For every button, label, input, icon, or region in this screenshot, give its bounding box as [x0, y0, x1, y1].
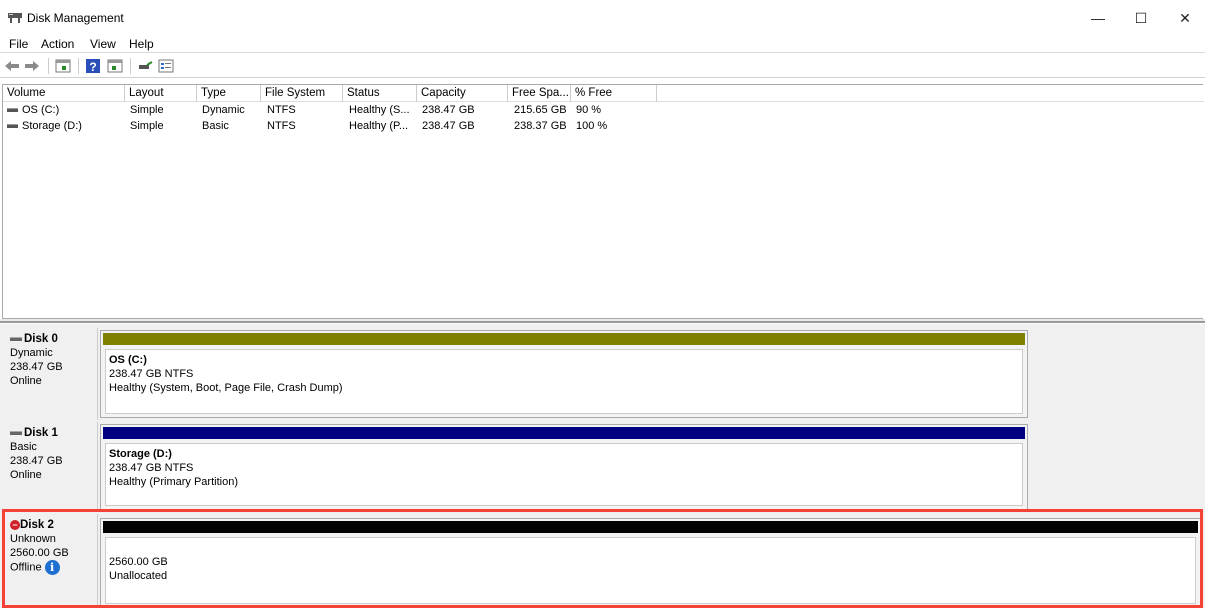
disk-1-label[interactable]: Disk 1 Basic 238.47 GB Online [4, 422, 98, 510]
column-header-status[interactable]: Status [343, 85, 417, 102]
svg-text:?: ? [89, 60, 96, 74]
pane-splitter[interactable] [0, 319, 1205, 323]
table-row[interactable]: OS (C:) Simple Dynamic NTFS Healthy (S..… [3, 104, 663, 120]
status-cell: Healthy (S... [349, 104, 410, 116]
disk-name: Disk 1 [24, 427, 58, 439]
window-title: Disk Management [27, 11, 124, 25]
disk-name: Disk 2 [20, 519, 54, 531]
status-cell: Healthy (P... [349, 120, 409, 132]
toolbar-separator [130, 58, 131, 74]
disk-type: Dynamic [10, 347, 53, 359]
toolbar-separator [48, 58, 49, 74]
partition-color-bar [103, 427, 1025, 439]
layout-cell: Simple [130, 104, 164, 116]
partition-size: 2560.00 GB [109, 556, 168, 568]
disk-management-icon [8, 13, 22, 23]
menu-action[interactable]: Action [41, 37, 75, 51]
volume-list: Volume Layout Type File System Status Ca… [2, 84, 1204, 319]
disk-name: Disk 0 [24, 333, 58, 345]
disk-status: Online [10, 375, 42, 387]
menu-bar: File Action View Help [0, 35, 1205, 53]
disk-size: 238.47 GB [10, 361, 63, 373]
capacity-cell: 238.47 GB [422, 120, 475, 132]
layout-cell: Simple [130, 120, 164, 132]
volume-icon [7, 124, 18, 129]
percent-free-cell: 90 % [576, 104, 602, 116]
column-header-volume[interactable]: Volume [3, 85, 125, 102]
forward-icon[interactable] [24, 58, 40, 74]
column-header-percent-free[interactable]: % Free [571, 85, 657, 102]
free-space-cell: 215.65 GB [514, 104, 567, 116]
partition-size: 238.47 GB NTFS [109, 368, 194, 380]
percent-free-cell: 100 % [576, 120, 608, 132]
volume-name: Storage (D:) [22, 120, 82, 132]
menu-view[interactable]: View [90, 37, 116, 51]
partition-storage-d[interactable]: Storage (D:) 238.47 GB NTFS Healthy (Pri… [100, 424, 1028, 510]
column-header-type[interactable]: Type [197, 85, 261, 102]
partition-color-bar [103, 333, 1025, 345]
column-header-layout[interactable]: Layout [125, 85, 197, 102]
disk-size: 2560.00 GB [10, 547, 69, 559]
partition-status: Healthy (System, Boot, Page File, Crash … [109, 382, 343, 394]
disk-0-label[interactable]: Disk 0 Dynamic 238.47 GB Online [4, 328, 98, 420]
disk-icon [10, 431, 22, 436]
menu-help[interactable]: Help [129, 37, 154, 51]
close-button[interactable]: ✕ [1179, 10, 1191, 26]
disk-graph-view: Disk 0 Dynamic 238.47 GB Online OS (C:) … [0, 324, 1205, 608]
volume-name: OS (C:) [22, 104, 60, 116]
rescan-icon[interactable] [137, 58, 153, 74]
disk-icon [10, 337, 22, 342]
disk-2-label[interactable]: − Disk 2 Unknown 2560.00 GB Offline i [4, 514, 98, 608]
column-header-capacity[interactable]: Capacity [417, 85, 508, 102]
toolbar-separator [78, 58, 79, 74]
column-header-free-space[interactable]: Free Spa... [508, 85, 571, 102]
partition-status: Unallocated [109, 570, 168, 582]
volume-icon [7, 108, 18, 113]
partition-status: Healthy (Primary Partition) [109, 476, 238, 488]
column-header-file-system[interactable]: File System [261, 85, 343, 102]
disk-type: Unknown [10, 533, 56, 545]
properties-icon[interactable] [158, 58, 174, 74]
minimize-button[interactable]: — [1091, 10, 1105, 26]
partition-size: 238.47 GB NTFS [109, 462, 194, 474]
maximize-button[interactable]: ☐ [1134, 10, 1148, 26]
free-space-cell: 238.37 GB [514, 120, 567, 132]
file-system-cell: NTFS [267, 104, 296, 116]
menu-file[interactable]: File [9, 37, 29, 51]
show-action-pane-icon[interactable] [107, 58, 123, 74]
type-cell: Basic [202, 120, 229, 132]
offline-disk-icon: − [10, 520, 20, 531]
disk-size: 238.47 GB [10, 455, 63, 467]
partition-color-bar [103, 521, 1198, 533]
back-icon[interactable] [4, 58, 20, 74]
help-icon[interactable]: ? [85, 58, 101, 74]
title-bar: Disk Management — ☐ ✕ [0, 0, 1205, 35]
table-row[interactable]: Storage (D:) Simple Basic NTFS Healthy (… [3, 120, 663, 136]
partition-title: OS (C:) [109, 354, 147, 366]
toolbar: ? [0, 54, 1205, 78]
disk-status: Offline [10, 561, 42, 574]
column-header-empty [657, 85, 1204, 102]
partition-os-c[interactable]: OS (C:) 238.47 GB NTFS Healthy (System, … [100, 330, 1028, 418]
partition-title: Storage (D:) [109, 448, 172, 460]
file-system-cell: NTFS [267, 120, 296, 132]
show-hide-console-tree-icon[interactable] [55, 58, 71, 74]
type-cell: Dynamic [202, 104, 245, 116]
disk-status: Online [10, 469, 42, 481]
disk-type: Basic [10, 441, 37, 453]
unallocated-space[interactable]: 2560.00 GB Unallocated [100, 518, 1201, 608]
capacity-cell: 238.47 GB [422, 104, 475, 116]
info-icon[interactable]: i [44, 560, 60, 575]
